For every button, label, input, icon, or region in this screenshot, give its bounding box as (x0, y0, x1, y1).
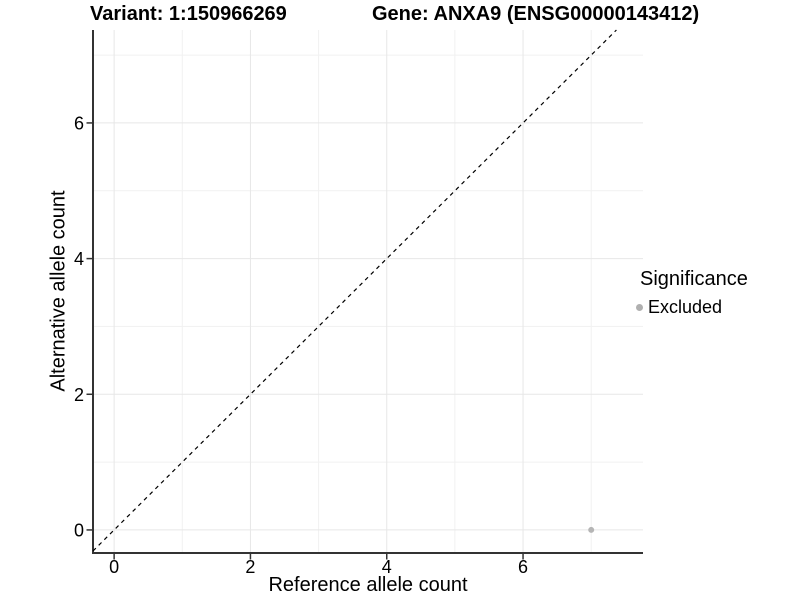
y-axis-title: Alternative allele count (47, 190, 70, 392)
x-tick-label: 4 (382, 557, 392, 577)
legend-item-excluded: Excluded (636, 297, 748, 318)
x-tick-label: 6 (518, 557, 528, 577)
x-tick-label: 0 (109, 557, 119, 577)
gene-title: Gene: ANXA9 (ENSG00000143412) (372, 3, 700, 25)
y-tick-label: 0 (74, 520, 84, 540)
excluded-point-icon (636, 304, 643, 311)
legend-item-label: Excluded (648, 297, 723, 317)
x-axis-title: Reference allele count (268, 574, 468, 596)
y-tick-label: 4 (74, 249, 84, 269)
identity-line (92, 29, 617, 552)
y-tick-label: 6 (74, 113, 84, 133)
x-tick-label: 2 (245, 557, 255, 577)
data-point (588, 526, 595, 533)
legend-title: Significance (640, 268, 748, 290)
legend: Significance Excluded (636, 268, 748, 318)
variant-title: Variant: 1:150966269 (90, 3, 287, 25)
y-tick-label: 2 (74, 385, 84, 405)
